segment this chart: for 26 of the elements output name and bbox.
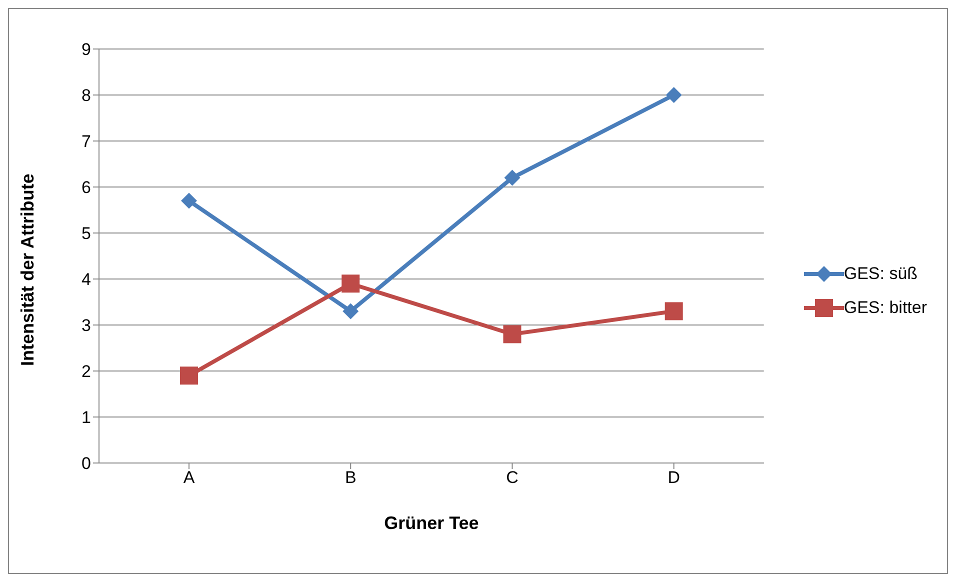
point	[503, 325, 522, 344]
y-tick-label: 1	[82, 408, 91, 428]
point	[180, 366, 198, 385]
y-tick-label: 0	[82, 454, 91, 474]
y-tick-label: 3	[82, 316, 91, 336]
x-axis-title: Grüner Tee	[384, 513, 479, 533]
legend-label: GES: süß	[844, 264, 918, 284]
y-tick-label: 9	[82, 40, 91, 60]
y-tick-label: 7	[82, 132, 91, 152]
point	[342, 274, 360, 293]
point	[342, 303, 359, 320]
x-tick-label: A	[183, 468, 196, 488]
x-tick-label: B	[344, 468, 356, 488]
legend-label: GES: bitter	[844, 298, 927, 318]
x-tick-label: D	[668, 468, 680, 488]
y-tick-label: 5	[82, 224, 91, 244]
point	[181, 192, 197, 209]
y-tick-label: 6	[82, 178, 91, 198]
x-tick-label: C	[506, 468, 518, 488]
point	[664, 302, 683, 320]
y-tick-label: 4	[82, 270, 91, 290]
point	[666, 87, 682, 103]
point	[504, 170, 520, 186]
y-axis-title: Intensität der Attribute	[17, 174, 38, 366]
y-tick-label: 8	[82, 86, 91, 106]
y-tick-label: 2	[82, 362, 91, 382]
